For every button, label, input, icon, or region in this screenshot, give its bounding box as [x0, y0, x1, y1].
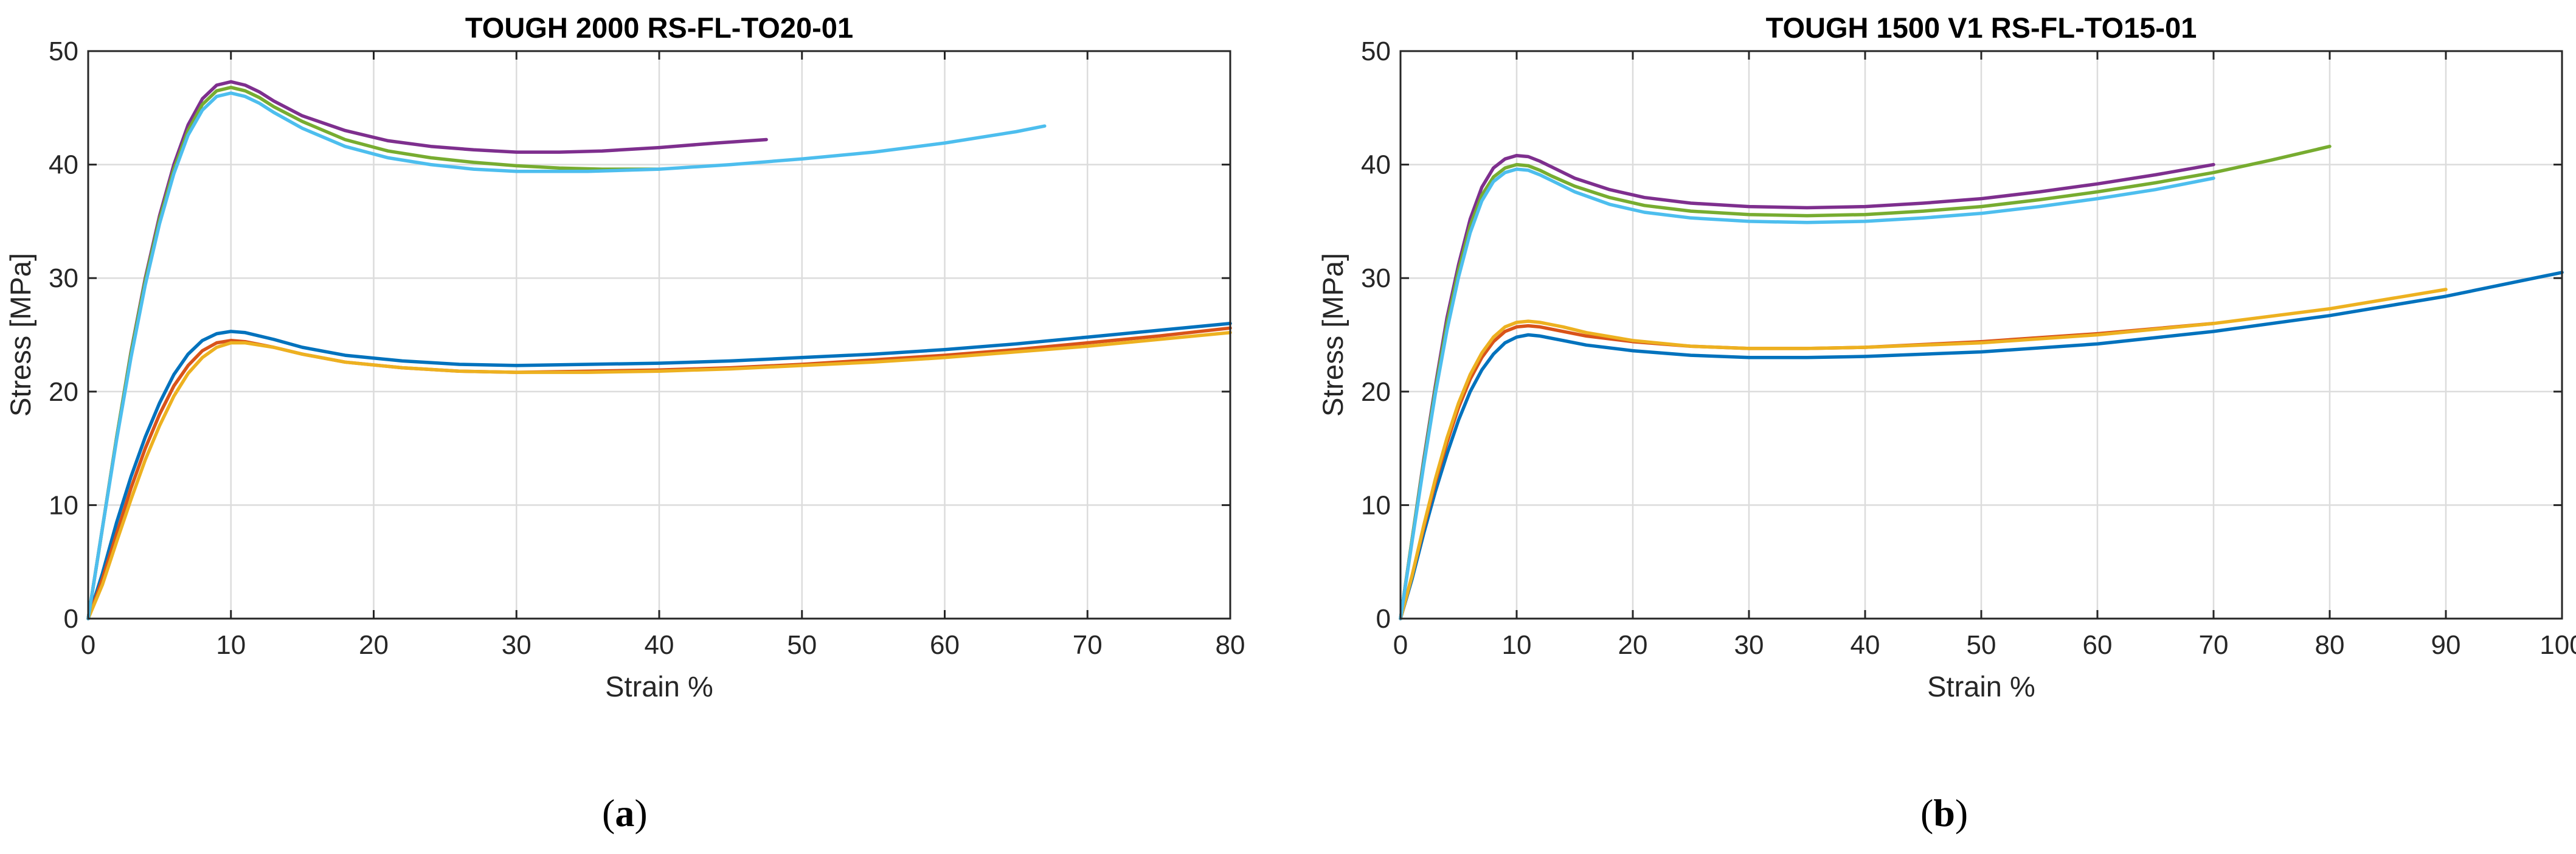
chart-title: TOUGH 2000 RS-FL-TO20-01 [465, 12, 853, 44]
x-tick-label: 0 [81, 630, 95, 660]
y-tick-label: 20 [49, 377, 78, 407]
x-tick-label: 80 [2315, 630, 2345, 660]
y-tick-label: 0 [1376, 604, 1391, 634]
x-axis-label: Strain % [605, 670, 713, 703]
y-tick-label: 50 [49, 36, 78, 66]
x-tick-label: 30 [1734, 630, 1764, 660]
x-tick-label: 40 [1851, 630, 1880, 660]
x-tick-label: 90 [2431, 630, 2461, 660]
series-line-specimen-3 [86, 331, 1232, 620]
chart-panel-a: 0 10 20 30 40 50 60 70 80 0 10 20 30 40 50 TOUGH 2000 R… [4, 12, 1245, 835]
y-axis-label: Stress [MPa] [4, 253, 36, 417]
x-tick-label: 10 [1502, 630, 1532, 660]
x-tick-label: 60 [930, 630, 960, 660]
caption-a: (a) [602, 791, 648, 835]
x-tick-label: 30 [502, 630, 531, 660]
x-axis-label: Strain % [1927, 670, 2035, 703]
y-tick-label: 40 [1361, 150, 1391, 180]
x-tick-label: 50 [787, 630, 817, 660]
y-tick-label: 50 [1361, 36, 1391, 66]
x-tick-label: 40 [645, 630, 674, 660]
x-tick-label: 70 [2199, 630, 2229, 660]
y-tick-label: 40 [49, 150, 78, 180]
x-tick-label: 80 [1216, 630, 1245, 660]
y-tick-label: 20 [1361, 377, 1391, 407]
series-line-specimen-3 [1399, 288, 2448, 620]
chart-panel-b: 0 10 20 30 40 50 60 70 80 90 100 0 10 20 30 40 50 TOUGH 1… [1288, 0, 2576, 854]
chart-a-svg: 0 10 20 30 40 50 60 70 80 0 10 20 30 40 50 TOUGH 2000 R… [4, 12, 1245, 703]
y-tick-label: 30 [1361, 263, 1391, 293]
y-tick-label: 10 [1361, 490, 1391, 520]
y-tick-label: 0 [64, 604, 78, 634]
y-tick-label: 30 [49, 263, 78, 293]
x-tick-label: 70 [1073, 630, 1103, 660]
series-line-specimen-1 [1399, 271, 2564, 620]
x-tick-label: 0 [1393, 630, 1408, 660]
chart-b-svg: 0 10 20 30 40 50 60 70 80 90 100 0 10 20 30 40 50 TOUGH 1… [1317, 12, 2576, 703]
x-tick-label: 100 [2540, 630, 2576, 660]
series-line-specimen-1 [86, 322, 1232, 620]
caption-b: (b) [1920, 791, 1968, 835]
x-tick-label: 60 [2083, 630, 2113, 660]
x-tick-label: 20 [1618, 630, 1648, 660]
x-tick-label: 50 [1967, 630, 1996, 660]
x-tick-label: 10 [216, 630, 246, 660]
y-axis-label: Stress [MPa] [1317, 253, 1349, 417]
y-tick-label: 10 [49, 490, 78, 520]
x-tick-label: 20 [359, 630, 389, 660]
chart-title: TOUGH 1500 V1 RS-FL-TO15-01 [1766, 12, 2197, 44]
series-line-specimen-6 [1399, 167, 2215, 620]
series-line-specimen-6 [86, 91, 1047, 620]
